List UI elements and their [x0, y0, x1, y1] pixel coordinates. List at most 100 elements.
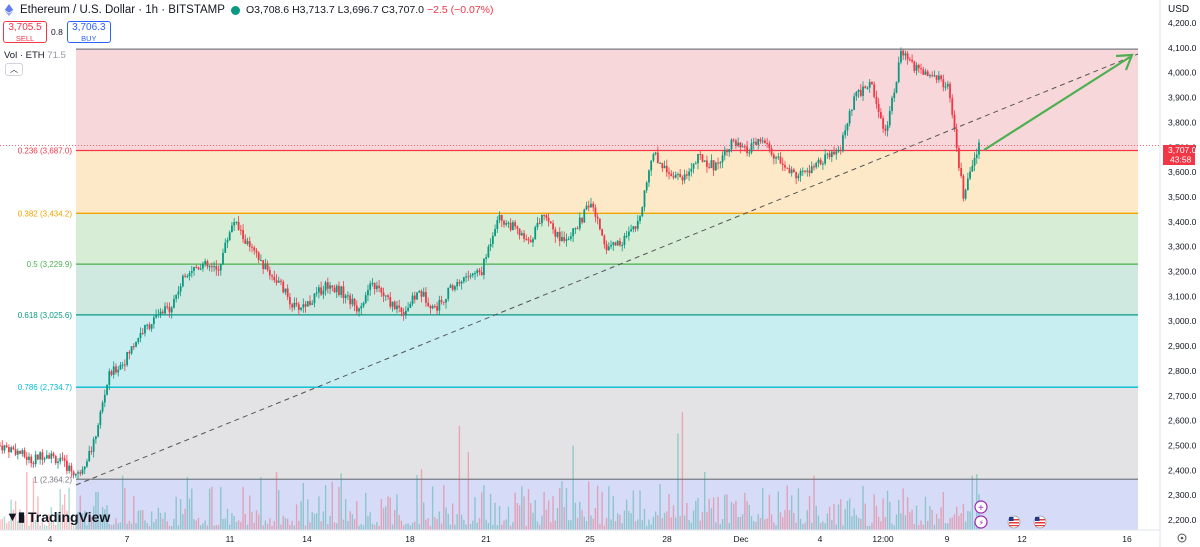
- volume-bar: [757, 514, 759, 530]
- volume-bar: [177, 525, 180, 530]
- ohlc-values: O3,708.6 H3,713.7 L3,696.7 C3,707.0 −2.5…: [246, 4, 494, 16]
- candle-body: [810, 166, 813, 174]
- volume-bar: [171, 525, 173, 530]
- sell-button[interactable]: 3,705.5 SELL: [3, 21, 47, 43]
- candle-body: [382, 292, 385, 297]
- candle-body: [844, 130, 847, 136]
- candle-body: [641, 207, 644, 217]
- volume-bar: [17, 520, 19, 530]
- us-flag-icon[interactable]: [1007, 515, 1021, 529]
- candle-body: [224, 242, 227, 253]
- volume-bar: [824, 522, 826, 530]
- candle-body: [257, 252, 260, 261]
- volume-bar: [877, 516, 880, 530]
- lightning-icon[interactable]: [974, 515, 988, 529]
- volume-bar: [472, 520, 474, 530]
- candle-body: [193, 266, 195, 272]
- candle-body: [906, 53, 909, 60]
- candle-body: [199, 268, 202, 270]
- candle-body: [500, 214, 503, 221]
- candle-body: [242, 229, 244, 240]
- volume-bar: [193, 519, 195, 530]
- volume-bar: [813, 475, 815, 530]
- volume-bar: [108, 523, 110, 530]
- volume-bar: [931, 509, 933, 530]
- candle-body: [601, 229, 604, 236]
- time-axis[interactable]: 4 7 11 14 18 21 25 28 Dec 4 12:00 9 12 16: [0, 529, 1160, 544]
- volume-bar: [784, 509, 786, 530]
- volume-bar: [452, 503, 454, 530]
- candle-body: [94, 436, 97, 440]
- candle-body: [759, 139, 762, 142]
- volume-bar: [242, 486, 244, 530]
- candle-body: [398, 305, 401, 308]
- candle-body: [699, 154, 702, 156]
- candle-body: [291, 304, 294, 308]
- us-flag-icon[interactable]: [1033, 515, 1047, 529]
- candle-body: [848, 110, 851, 124]
- candle-body: [781, 163, 784, 165]
- volume-bar: [929, 506, 931, 530]
- trend-arrow[interactable]: [983, 53, 1134, 151]
- volume-bar: [565, 488, 568, 530]
- candle-body: [541, 214, 543, 224]
- candle-body: [123, 364, 126, 366]
- trend-line[interactable]: [75, 53, 1139, 486]
- add-event-icon[interactable]: [974, 500, 988, 514]
- volume-bar: [266, 523, 269, 530]
- volume-bar: [614, 521, 617, 530]
- volume-bar: [797, 488, 800, 530]
- price-axis[interactable]: 4,200.04,100.04,000.03,900.03,800.03,700…: [1159, 0, 1197, 547]
- candle-body: [411, 295, 414, 304]
- candle-body: [665, 165, 668, 173]
- volume-bar: [378, 525, 380, 530]
- volume-legend[interactable]: Vol · ETH 71.5: [4, 50, 66, 61]
- volume-bar: [217, 524, 220, 530]
- volume-bar: [34, 520, 37, 530]
- volume-bar: [864, 503, 866, 530]
- candle-body: [355, 305, 358, 312]
- symbol-title[interactable]: Ethereum / U.S. Dollar · 1h · BITSTAMP: [20, 4, 225, 16]
- candle-body: [52, 453, 55, 456]
- candle-body: [375, 285, 378, 290]
- candle-body: [712, 160, 715, 171]
- candle-body: [587, 205, 590, 208]
- candle-body: [79, 472, 82, 474]
- buy-label: BUY: [81, 34, 97, 43]
- fib-level-label: 0.236 (3,687.0): [18, 146, 73, 155]
- volume-bar: [159, 512, 162, 530]
- price-tick-label: 2,200.0: [1168, 515, 1197, 525]
- candle-body: [739, 142, 742, 148]
- price-tick-label: 3,400.0: [1168, 217, 1197, 227]
- volume-bar: [501, 524, 503, 530]
- candle-body: [326, 282, 329, 289]
- volume-bar: [554, 520, 556, 530]
- volume-bar: [463, 519, 465, 530]
- currency-label[interactable]: USD: [1168, 4, 1190, 15]
- volume-bar: [43, 524, 46, 530]
- candle-body: [757, 139, 760, 145]
- candle-body: [139, 332, 142, 339]
- volume-bar: [237, 520, 240, 530]
- candle-body: [895, 81, 898, 93]
- sell-label: SELL: [15, 34, 35, 43]
- candle-body: [489, 243, 492, 247]
- price-tick-label: 2,300.0: [1168, 490, 1197, 500]
- candle-body: [45, 455, 48, 459]
- candle-body: [507, 222, 510, 224]
- time-tick-label: 25: [585, 534, 595, 544]
- candle-body: [674, 174, 677, 178]
- volume-bar: [869, 525, 871, 530]
- buy-button[interactable]: 3,706.3 BUY: [66, 21, 111, 43]
- candle-body: [358, 308, 360, 312]
- volume-bar: [590, 515, 592, 530]
- candle-body: [277, 280, 280, 283]
- price-tick-label: 2,900.0: [1168, 341, 1197, 351]
- price-tick-label: 2,400.0: [1168, 465, 1197, 475]
- settings-gear-icon[interactable]: [1177, 533, 1187, 543]
- volume-bar: [556, 507, 559, 530]
- candle-body: [933, 75, 936, 77]
- collapse-legend-button[interactable]: ︿: [5, 63, 23, 76]
- candle-body: [465, 276, 467, 278]
